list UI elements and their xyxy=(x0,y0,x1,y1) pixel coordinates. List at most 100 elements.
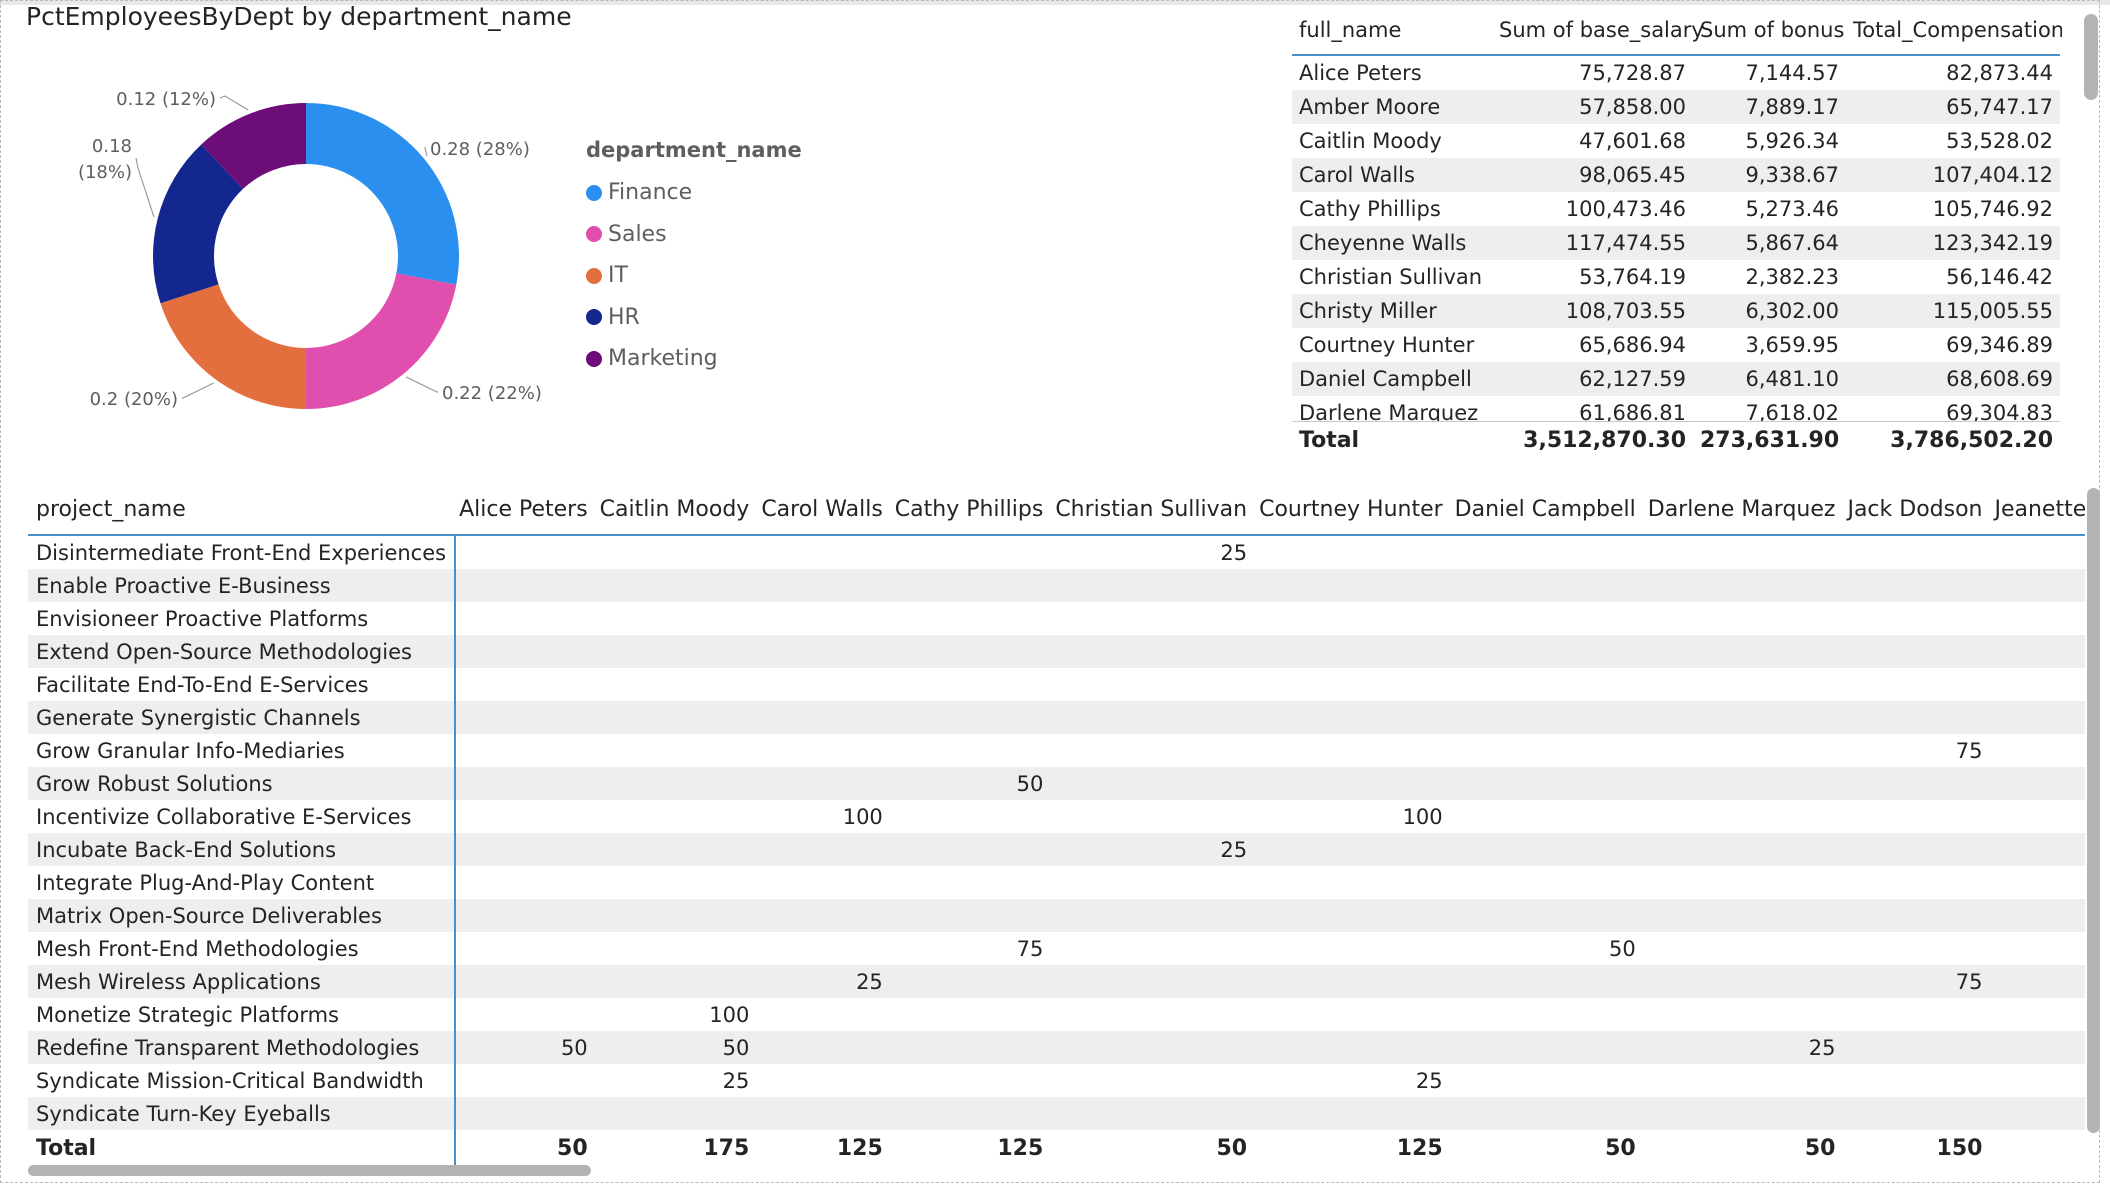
matrix-column-header[interactable]: Carol Walls xyxy=(757,485,891,536)
cell-bonus: 5,867.64 xyxy=(1693,226,1846,260)
matrix-cell xyxy=(595,701,758,734)
column-header-base-salary[interactable]: Sum of base_salary xyxy=(1492,5,1704,56)
matrix-cell: 25 xyxy=(1990,965,2085,998)
matrix-row[interactable]: Enable Proactive E-Business xyxy=(28,569,2085,602)
matrix-row[interactable]: Syndicate Turn-Key Eyeballs xyxy=(28,1097,2085,1130)
matrix-cell xyxy=(1843,1031,1991,1064)
table-row[interactable]: Cathy Phillips 100,473.46 5,273.46 105,746.… xyxy=(1292,192,2060,226)
matrix-total-cell: 175 xyxy=(595,1130,758,1165)
matrix-cell xyxy=(1051,635,1256,668)
matrix-row[interactable]: Integrate Plug-And-Play Content xyxy=(28,866,2085,899)
column-header-bonus[interactable]: Sum of bonus xyxy=(1693,5,1846,56)
table-row[interactable]: Christian Sullivan 53,764.19 2,382.23 56,14… xyxy=(1292,260,2060,294)
matrix-row[interactable]: Envisioneer Proactive Platforms xyxy=(28,602,2085,635)
matrix-row-label: Extend Open-Source Methodologies xyxy=(28,635,457,668)
cell-total-compensation: 82,873.44 xyxy=(1946,61,2053,85)
cell-base-salary: 62,127.59 xyxy=(1492,362,1693,396)
donut-slice-hr[interactable] xyxy=(153,144,244,304)
donut-slice-it[interactable] xyxy=(160,284,306,409)
matrix-column-header[interactable]: Jack Dodson xyxy=(1843,485,1991,536)
matrix-row[interactable]: Matrix Open-Source Deliverables xyxy=(28,899,2085,932)
table-vertical-scrollbar[interactable] xyxy=(2084,14,2098,100)
matrix-cell xyxy=(1843,701,1991,734)
matrix-cell xyxy=(1843,1097,1991,1130)
table-row[interactable]: Daniel Campbell 62,127.59 6,481.10 68,608.6… xyxy=(1292,362,2060,396)
matrix-row[interactable]: Extend Open-Source Methodologies xyxy=(28,635,2085,668)
matrix-row[interactable]: Monetize Strategic Platforms 100 xyxy=(28,998,2085,1031)
table-row[interactable]: Christy Miller 108,703.55 6,302.00 115,005.… xyxy=(1292,294,2060,328)
matrix-corner-header[interactable]: project_name xyxy=(28,485,456,536)
legend-item[interactable]: HR xyxy=(586,297,802,339)
legend-item[interactable]: Marketing xyxy=(586,338,802,380)
legend-item[interactable]: Sales xyxy=(586,214,802,256)
matrix-cell xyxy=(1255,866,1451,899)
matrix-column-header[interactable]: Alice Peters xyxy=(455,485,596,536)
column-header-full-name[interactable]: full_name xyxy=(1292,5,1492,56)
matrix-cell xyxy=(757,998,890,1031)
matrix-cell xyxy=(596,668,758,701)
matrix-column-header[interactable]: Christian Sullivan xyxy=(1051,485,1256,536)
column-header-total-compensation[interactable]: Total_Compensation xyxy=(1846,5,2062,56)
matrix-cell xyxy=(1255,635,1451,668)
matrix-column-header[interactable]: Cathy Phillips xyxy=(890,485,1052,536)
table-row[interactable]: Alice Peters 75,728.87 7,144.57 82,873.44 xyxy=(1292,55,2060,90)
matrix-cell xyxy=(1643,833,1844,866)
matrix-cell xyxy=(455,833,596,866)
legend-item[interactable]: IT xyxy=(586,255,802,297)
table-row[interactable]: Cheyenne Walls 117,474.55 5,867.64 123,342.… xyxy=(1292,226,2060,260)
table-row[interactable]: Caitlin Moody 47,601.68 5,926.34 53,528.02 xyxy=(1292,124,2060,158)
matrix-row[interactable]: Incubate Back-End Solutions 25 xyxy=(28,833,2085,866)
donut-slice-marketing[interactable] xyxy=(201,103,306,189)
matrix-column-header[interactable]: Jeanette Johnson xyxy=(1990,485,2085,536)
cell-bonus: 7,889.17 xyxy=(1693,90,1846,124)
matrix-column-header[interactable]: Darlene Marquez xyxy=(1643,485,1844,536)
matrix-row[interactable]: Syndicate Mission-Critical Bandwidth 25 25 xyxy=(28,1064,2085,1097)
matrix-cell xyxy=(455,1064,596,1097)
matrix-column-header[interactable]: Courtney Hunter xyxy=(1255,485,1451,536)
donut-slice-sales[interactable] xyxy=(306,273,457,409)
matrix-cell xyxy=(757,833,891,866)
matrix-vertical-scrollbar[interactable] xyxy=(2087,488,2100,1133)
matrix-cell xyxy=(1643,569,1844,602)
matrix-row[interactable]: Incentivize Collaborative E-Services 100 1… xyxy=(28,800,2085,833)
matrix-cell xyxy=(757,1097,891,1130)
project-matrix[interactable]: project_name Alice Peters Caitlin Moody Car… xyxy=(28,485,2085,1165)
matrix-cell xyxy=(455,932,596,965)
matrix-cell xyxy=(1255,602,1451,635)
matrix-cell xyxy=(1644,998,1844,1031)
matrix-row-label: Syndicate Turn-Key Eyeballs xyxy=(28,1097,457,1130)
matrix-row[interactable]: Generate Synergistic Channels 25 xyxy=(28,701,2085,734)
matrix-column-header[interactable]: Daniel Campbell xyxy=(1450,485,1644,536)
matrix-total-cell: 50 xyxy=(1051,1130,1256,1165)
matrix-row[interactable]: Mesh Wireless Applications257525 xyxy=(28,965,2085,998)
donut-slice-finance[interactable] xyxy=(306,103,459,285)
matrix-cell xyxy=(1255,833,1451,866)
donut-chart[interactable]: 0.28 (28%) 0.22 (22%) 0.2 (20%) 0.18 (18%) 0.… xyxy=(0,0,900,460)
matrix-row[interactable]: Redefine Transparent Methodologies 50 50 25 xyxy=(28,1031,2085,1064)
top-border xyxy=(0,0,2110,5)
matrix-column-header[interactable]: Caitlin Moody xyxy=(595,485,758,536)
cell-bonus: 9,338.67 xyxy=(1693,158,1846,192)
matrix-row[interactable]: Disintermediate Front-End Experiences 25 xyxy=(28,535,2085,569)
matrix-cell: 25 xyxy=(1051,833,1256,866)
legend-item[interactable]: Finance xyxy=(586,172,802,214)
matrix-row[interactable]: Grow Robust Solutions 50 xyxy=(28,767,2085,800)
matrix-cell xyxy=(890,701,1052,734)
matrix-row[interactable]: Mesh Front-End Methodologies 75 50 xyxy=(28,932,2085,965)
legend-color-dot xyxy=(586,350,602,367)
matrix-cell xyxy=(891,734,1052,767)
table-row[interactable]: Amber Moore 57,858.00 7,889.17 65,747.17 xyxy=(1292,90,2060,124)
matrix-row-label: Mesh Wireless Applications xyxy=(28,965,457,998)
compensation-table[interactable]: full_name Sum of base_salary Sum of bonu… xyxy=(1292,5,2062,457)
matrix-cell xyxy=(596,866,758,899)
matrix-cell xyxy=(1990,800,2085,833)
table-row[interactable]: Carol Walls 98,065.45 9,338.67 107,404.12 xyxy=(1292,158,2060,192)
matrix-cell xyxy=(1644,668,1844,701)
matrix-cell: 100 xyxy=(1990,668,2085,701)
matrix-row[interactable]: Grow Granular Info-Mediaries 75 xyxy=(28,734,2085,767)
data-label-hr: (18%) xyxy=(78,162,132,183)
matrix-horizontal-scrollbar[interactable] xyxy=(28,1165,591,1176)
matrix-row[interactable]: Facilitate End-To-End E-Services 100 xyxy=(28,668,2085,701)
matrix-cell xyxy=(1051,569,1256,602)
table-row[interactable]: Courtney Hunter 65,686.94 3,659.95 69,346.8… xyxy=(1292,328,2060,362)
